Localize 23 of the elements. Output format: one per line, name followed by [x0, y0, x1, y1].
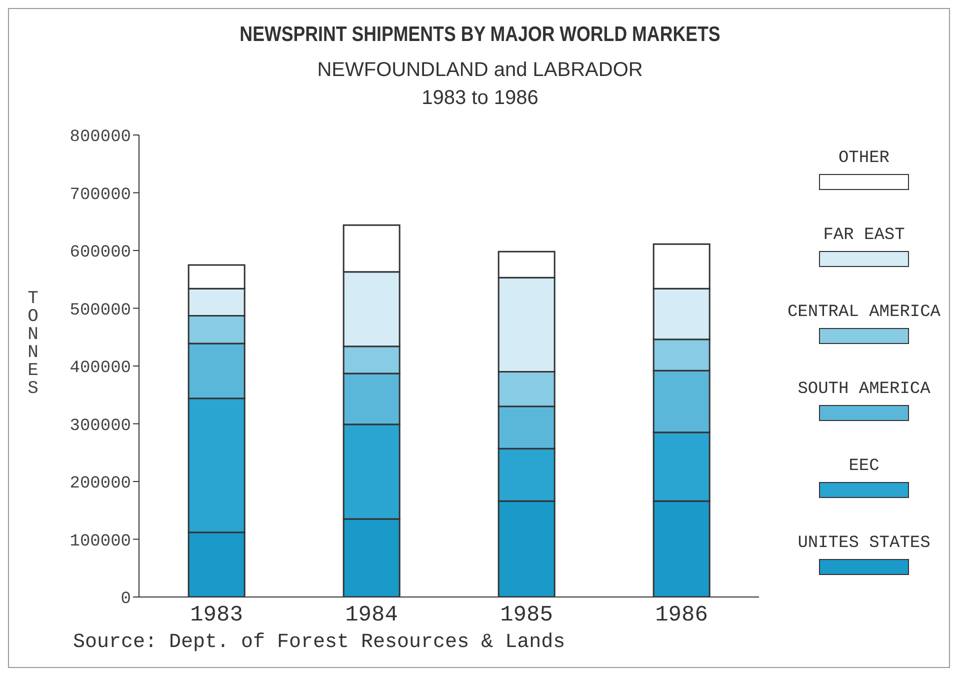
y-tick-label: 600000 — [70, 244, 131, 263]
y-tick-label: 500000 — [70, 301, 131, 320]
y-tick-label: 300000 — [70, 416, 131, 436]
text: UNITES STATES — [796, 534, 932, 553]
x-tick-label: 1985 — [500, 602, 553, 628]
y-tick-label: 200000 — [70, 474, 131, 494]
text: FAR EAST — [822, 226, 906, 245]
chart-title: NEWSPRINT SHIPMENTS BY MAJOR WORLD MARKETS — [238, 23, 722, 47]
y-tick-label: 0 — [120, 590, 131, 610]
source-note: Source: Dept. of Forest Resources & Lands — [73, 631, 566, 654]
x-tick-label: 1986 — [655, 602, 708, 628]
text: OTHER — [837, 149, 890, 168]
x-tick-label: 1983 — [190, 602, 243, 628]
y-tick-label: 400000 — [70, 359, 131, 378]
text: SOUTH AMERICA — [796, 380, 932, 399]
y-tick-label: 800000 — [70, 128, 131, 148]
text: CENTRAL AMERICA — [786, 303, 942, 322]
chart-subtitle: NEWFOUNDLAND and LABRADOR 1983 to 1986 — [316, 59, 644, 110]
y-tick-label: 700000 — [70, 186, 131, 205]
y-axis-title: TONNES — [23, 289, 43, 397]
x-tick-label: 1984 — [345, 602, 398, 628]
y-tick-label: 100000 — [70, 532, 131, 552]
text: EEC — [848, 457, 880, 476]
